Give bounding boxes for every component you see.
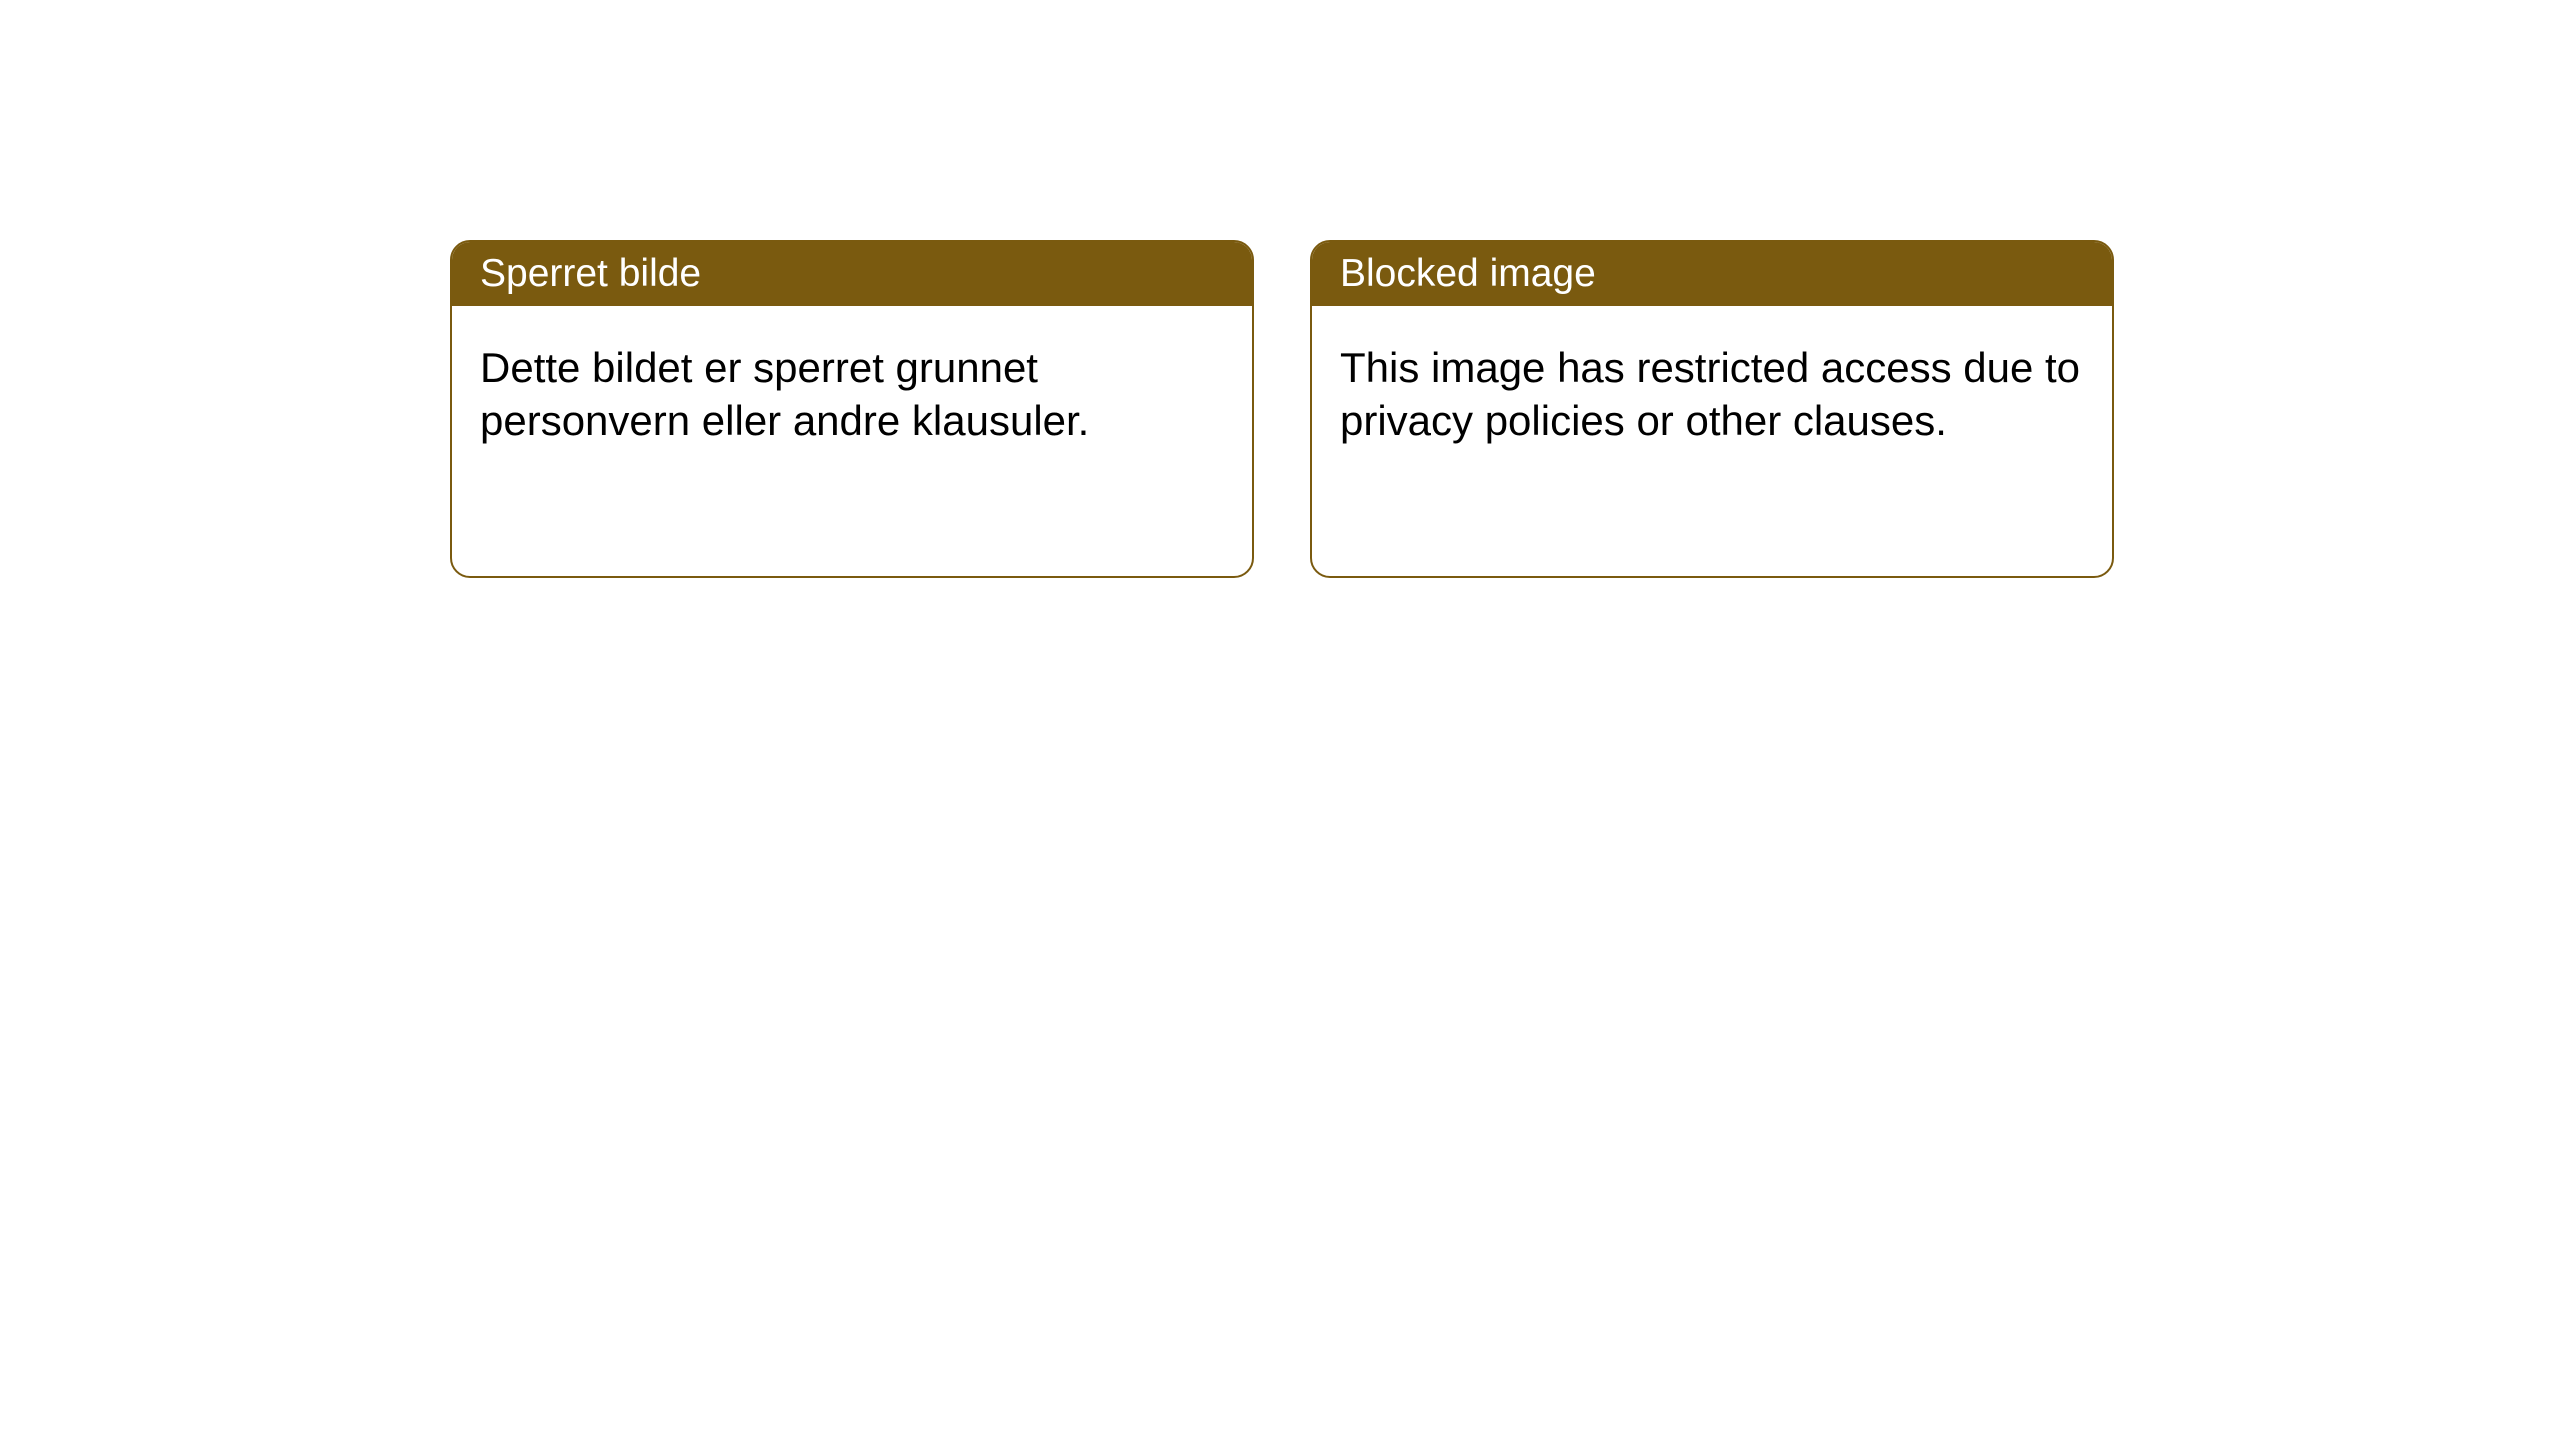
notice-card-english: Blocked image This image has restricted … <box>1310 240 2114 578</box>
notice-body-english: This image has restricted access due to … <box>1312 306 2112 576</box>
notice-card-norwegian: Sperret bilde Dette bildet er sperret gr… <box>450 240 1254 578</box>
notice-body-norwegian: Dette bildet er sperret grunnet personve… <box>452 306 1252 576</box>
notice-title-norwegian: Sperret bilde <box>452 242 1252 306</box>
notice-container: Sperret bilde Dette bildet er sperret gr… <box>450 240 2114 578</box>
notice-title-english: Blocked image <box>1312 242 2112 306</box>
